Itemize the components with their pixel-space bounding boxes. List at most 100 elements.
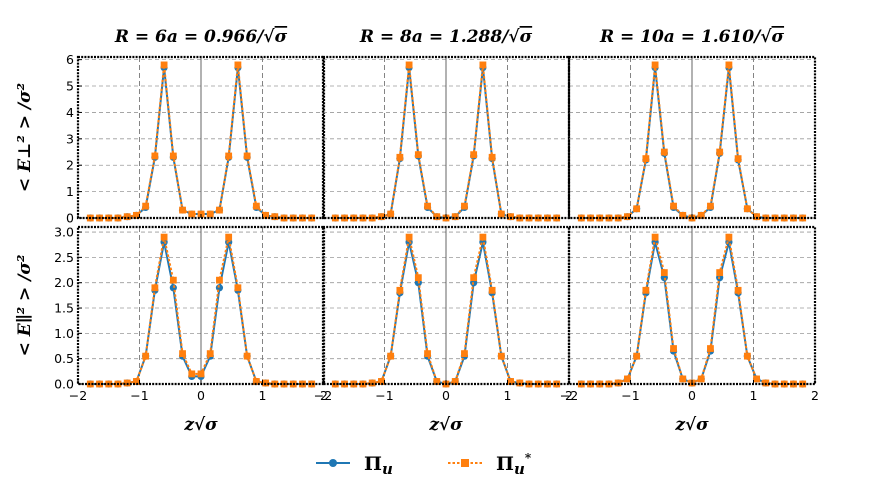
- data-point: [234, 61, 242, 69]
- data-point: [225, 152, 233, 160]
- data-point: [86, 380, 94, 388]
- data-point: [642, 155, 650, 163]
- data-point: [633, 352, 641, 360]
- data-point: [707, 202, 714, 210]
- data-point: [331, 380, 339, 388]
- data-point: [534, 214, 542, 222]
- data-point: [206, 210, 214, 218]
- data-point: [308, 380, 316, 388]
- data-point: [216, 276, 223, 284]
- data-point: [289, 214, 297, 222]
- data-point: [299, 380, 306, 388]
- data-point: [160, 61, 168, 69]
- data-point: [679, 211, 687, 219]
- data-point: [633, 205, 641, 213]
- x-tick-label: 1: [750, 388, 758, 403]
- x-tick-label: 2: [811, 388, 819, 403]
- data-point: [188, 370, 196, 378]
- x-tick-label: −2: [314, 388, 332, 403]
- legend-marker: [329, 459, 337, 467]
- legend-item: Πu: [316, 453, 393, 478]
- y-tick-label: 6: [66, 52, 74, 67]
- data-point: [624, 375, 631, 383]
- data-point: [670, 202, 677, 210]
- panel: [567, 225, 817, 388]
- data-point: [151, 152, 159, 160]
- data-point: [716, 148, 724, 156]
- data-point: [624, 213, 631, 221]
- data-point: [197, 370, 205, 378]
- data-point: [451, 213, 459, 221]
- x-tick-label: −1: [621, 388, 639, 403]
- data-point: [424, 350, 431, 358]
- data-point: [697, 211, 705, 219]
- data-point: [660, 148, 668, 156]
- column-title-lhs: R: [359, 27, 380, 47]
- y-tick-label: 0: [66, 211, 74, 226]
- legend-marker: [461, 459, 469, 467]
- data-point: [206, 350, 214, 358]
- data-point: [470, 151, 478, 159]
- data-point: [753, 213, 760, 221]
- data-point: [651, 233, 659, 241]
- data-point: [461, 202, 468, 210]
- x-tick-label: 1: [504, 388, 512, 403]
- data-point: [368, 214, 376, 222]
- data-point: [790, 214, 797, 222]
- x-tick-label: 2: [565, 388, 573, 403]
- data-point: [243, 352, 251, 360]
- data-point: [642, 286, 650, 294]
- data-point: [716, 269, 724, 276]
- data-point: [651, 61, 659, 69]
- y-tick-label: 3.0: [54, 225, 74, 240]
- column-title-expr: = 8a = 1.288/√: [380, 27, 521, 47]
- data-point: [725, 233, 733, 241]
- data-point: [396, 153, 404, 161]
- data-point: [133, 378, 140, 385]
- x-axis-label: z√σ: [183, 415, 218, 435]
- y-tick-label: 2.0: [54, 275, 74, 290]
- panel: 0.0 0.5 1.0 1.5 2.0 2.5 3.0: [54, 225, 326, 392]
- y-axis-label: < E∥² > /σ²: [15, 255, 35, 357]
- panel: [567, 55, 817, 222]
- y-axis-label: < E⊥² > /σ²: [15, 83, 35, 192]
- y-tick-label: 2.5: [54, 250, 74, 265]
- x-tick-label: 1: [259, 388, 267, 403]
- data-point: [169, 276, 177, 284]
- data-point: [753, 375, 760, 383]
- column-title-root: σ: [520, 27, 533, 47]
- legend-item: Πu*: [448, 451, 532, 478]
- column-title-lhs: R: [599, 27, 620, 47]
- data-point: [771, 214, 779, 222]
- data-point: [151, 284, 159, 292]
- data-point: [243, 152, 251, 160]
- data-point: [479, 233, 487, 241]
- x-tick-label: −1: [130, 388, 148, 403]
- column-title-root: σ: [275, 27, 288, 47]
- data-point: [743, 205, 751, 213]
- data-point: [142, 352, 150, 360]
- data-point: [188, 210, 196, 218]
- x-tick-label: −2: [560, 388, 578, 403]
- data-point: [414, 151, 422, 159]
- legend-label-sup: *: [525, 451, 532, 465]
- x-tick-label: 0: [688, 388, 696, 403]
- panel: [321, 225, 571, 388]
- column-title-expr: = 10a = 1.610/√: [620, 27, 772, 47]
- y-axis-labels: < E⊥² > /σ² < E∥² > /σ²: [15, 83, 35, 357]
- data-point: [252, 378, 260, 385]
- data-point: [271, 213, 279, 221]
- data-point: [497, 352, 505, 360]
- panels: 0 1 2 3 4 5 6 0.0 0.5 1.0 1.5 2.0 2.5 3.0: [54, 52, 817, 392]
- y-tick-label: 5: [66, 79, 74, 94]
- data-point: [424, 202, 431, 210]
- data-point: [378, 213, 385, 221]
- data-point: [799, 380, 807, 388]
- column-title-root: σ: [772, 27, 785, 47]
- data-point: [707, 345, 714, 352]
- data-point: [169, 152, 177, 160]
- legend-label-sub: u: [382, 460, 393, 478]
- data-point: [414, 274, 422, 282]
- data-point: [405, 233, 413, 241]
- legend-label-sub: u: [514, 460, 525, 478]
